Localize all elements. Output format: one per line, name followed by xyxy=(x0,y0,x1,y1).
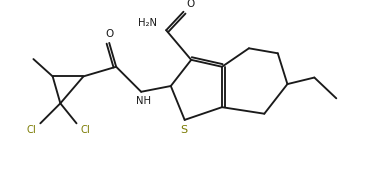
Text: O: O xyxy=(105,29,113,39)
Text: H₂N: H₂N xyxy=(138,18,157,28)
Text: S: S xyxy=(180,125,188,135)
Text: NH: NH xyxy=(137,96,151,106)
Text: O: O xyxy=(186,0,195,9)
Text: Cl: Cl xyxy=(27,125,37,135)
Text: Cl: Cl xyxy=(80,125,90,135)
